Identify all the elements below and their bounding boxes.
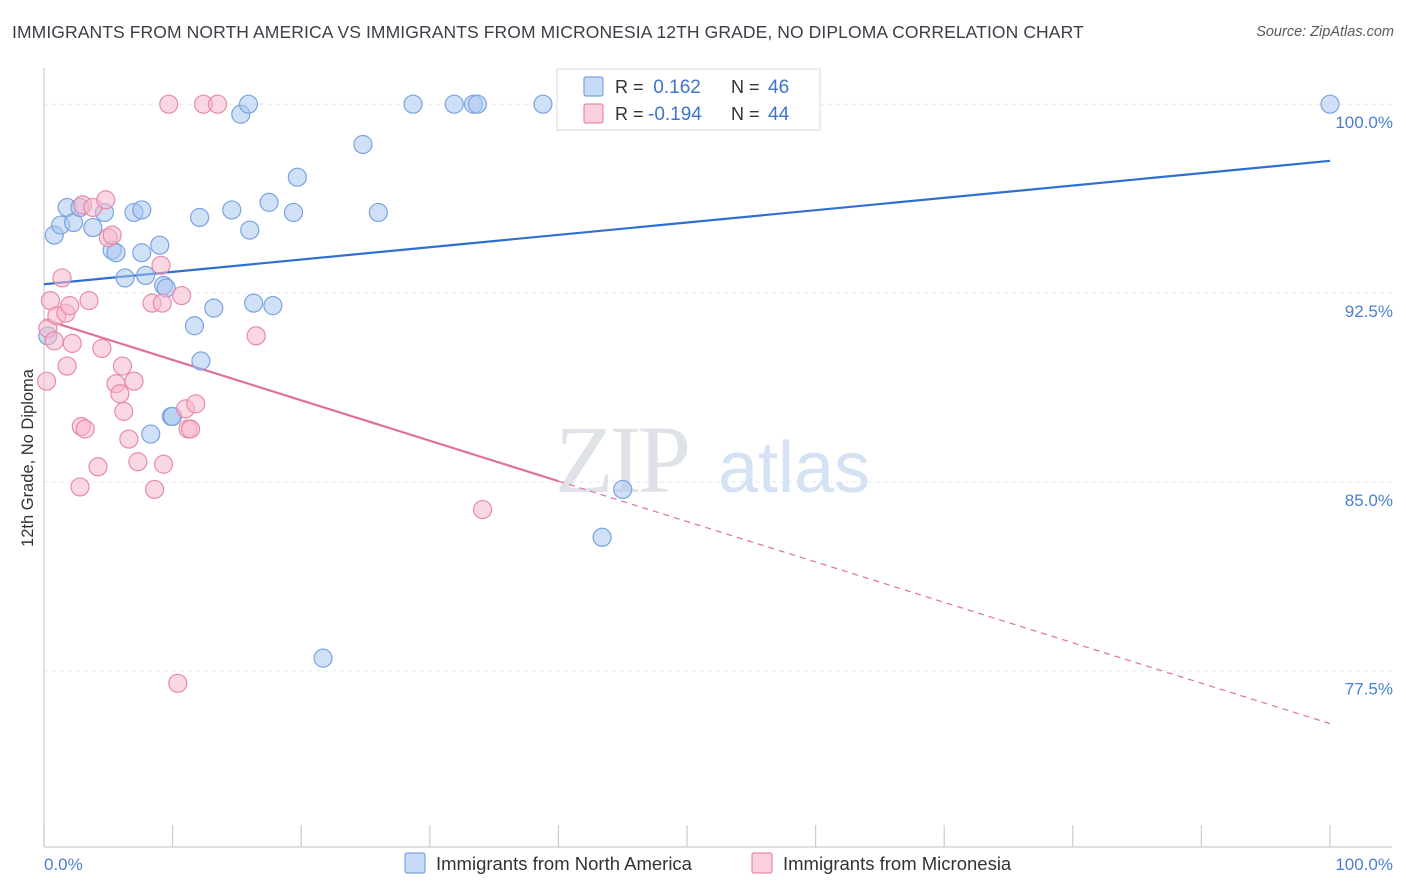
watermark: ZIP atlas [555, 406, 870, 513]
bottom-legend-label-micronesia: Immigrants from Micronesia [783, 853, 1012, 874]
series-1-point-9 [62, 333, 82, 353]
series-0-point-34 [313, 648, 333, 668]
series-0-point-38 [444, 94, 464, 114]
bottom-legend: Immigrants from North America Immigrants… [404, 852, 1012, 874]
series-1-point-0 [36, 371, 57, 391]
x-tick-label-max: 100.0% [1335, 855, 1393, 874]
series-0-point-40 [467, 94, 487, 114]
legend-r-label-1: R = [615, 77, 644, 97]
legend-n-label-2: N = [731, 104, 760, 124]
series-1-points [36, 94, 493, 693]
series-1-point-16 [88, 457, 108, 477]
trend-lines [43, 159, 1331, 725]
series-0-point-27 [238, 94, 259, 114]
series-1-point-29 [144, 479, 165, 500]
series-0-point-35 [353, 134, 373, 155]
series-0-point-45 [1320, 94, 1340, 114]
series-1-point-5 [52, 268, 72, 288]
series-1-point-27 [128, 452, 148, 472]
y-tick-label-0: 100.0% [1335, 113, 1393, 132]
series-0-point-15 [141, 424, 161, 444]
legend-n-value-2: 44 [768, 104, 790, 125]
series-0-point-24 [204, 298, 224, 318]
series-0-point-43 [592, 527, 612, 547]
series-0-point-9 [115, 268, 135, 288]
series-0-point-31 [263, 296, 283, 316]
axes [43, 68, 1392, 848]
series-0-point-30 [259, 192, 279, 212]
y-tick-label-3: 77.5% [1345, 680, 1393, 699]
series-1-point-30 [151, 255, 171, 275]
series-0-point-41 [533, 94, 553, 114]
legend-r-value-2: -0.194 [648, 104, 702, 125]
y-axis-title: 12th Grade, No Diploma [19, 368, 37, 547]
series-0-point-16 [150, 235, 170, 255]
legend-swatch-north-america [583, 76, 604, 97]
series-0-point-6 [83, 217, 103, 238]
legend-r-value-1: 0.162 [648, 77, 701, 98]
series-0-point-33 [287, 167, 307, 187]
series-1-point-31 [152, 293, 172, 313]
series-0-point-12 [132, 200, 152, 220]
series-1-point-35 [172, 285, 192, 306]
watermark-atlas: atlas [718, 428, 870, 508]
legend-r-label-2: R = [615, 104, 644, 124]
series-1-point-8 [60, 296, 80, 316]
chart-source: Source: ZipAtlas.com [1256, 24, 1394, 40]
series-1-point-17 [92, 338, 112, 359]
legend-box: R = 0.162 N = 46 R = -0.194 N = 44 [556, 68, 821, 131]
series-0-point-37 [403, 94, 423, 114]
legend-n-value-1: 46 [768, 77, 789, 98]
series-1-point-20 [102, 225, 122, 245]
legend-swatch-micronesia [583, 103, 604, 124]
series-1-point-42 [246, 326, 266, 346]
series-1-point-24 [114, 401, 134, 421]
bottom-legend-swatch-micronesia [751, 852, 773, 874]
series-1-point-26 [124, 371, 144, 391]
series-0-point-13 [132, 243, 152, 263]
series-0-point-22 [190, 207, 210, 228]
grid-lines [44, 103, 1392, 672]
series-1-point-38 [181, 419, 201, 439]
series-1-point-18 [96, 190, 116, 210]
series-1-point-3 [44, 331, 64, 351]
chart-title: IMMIGRANTS FROM NORTH AMERICA VS IMMIGRA… [12, 22, 1084, 42]
series-0-point-32 [283, 202, 304, 223]
series-0-point-14 [135, 265, 156, 286]
series-1-point-43 [472, 499, 493, 520]
series-1-point-13 [75, 419, 95, 439]
bottom-legend-swatch-north-america [404, 852, 426, 874]
series-0-points [38, 94, 1340, 668]
series-1-point-23 [112, 356, 133, 376]
bottom-legend-label-north-america: Immigrants from North America [436, 853, 693, 874]
trend-line-series-0 [43, 159, 1331, 286]
series-1-point-7 [57, 356, 77, 376]
series-0-point-23 [191, 351, 211, 371]
series-1-point-41 [208, 94, 228, 114]
series-0-point-25 [222, 200, 242, 220]
trend-line-series-1 [43, 318, 559, 483]
series-1-point-25 [119, 429, 139, 449]
legend-n-label-1: N = [731, 77, 760, 97]
data-points [36, 94, 1340, 693]
x-tick-label-min: 0.0% [44, 855, 83, 874]
series-1-point-22 [110, 384, 130, 404]
y-tick-label-2: 85.0% [1345, 491, 1393, 510]
series-1-point-33 [159, 94, 179, 114]
trend-line-extension-series-1 [558, 480, 1331, 725]
series-1-point-32 [153, 454, 174, 474]
y-tick-label-1: 92.5% [1345, 302, 1393, 321]
series-1-point-10 [70, 477, 90, 497]
series-1-point-14 [79, 290, 99, 311]
series-1-point-34 [168, 673, 188, 693]
series-0-point-36 [368, 202, 388, 223]
series-1-point-39 [186, 394, 206, 414]
series-0-point-29 [244, 293, 264, 313]
series-0-point-21 [184, 316, 205, 336]
tick-labels: 100.0% 92.5% 85.0% 77.5% 0.0% 100.0% [44, 113, 1393, 874]
series-0-point-28 [240, 220, 260, 240]
series-0-point-44 [613, 479, 633, 500]
